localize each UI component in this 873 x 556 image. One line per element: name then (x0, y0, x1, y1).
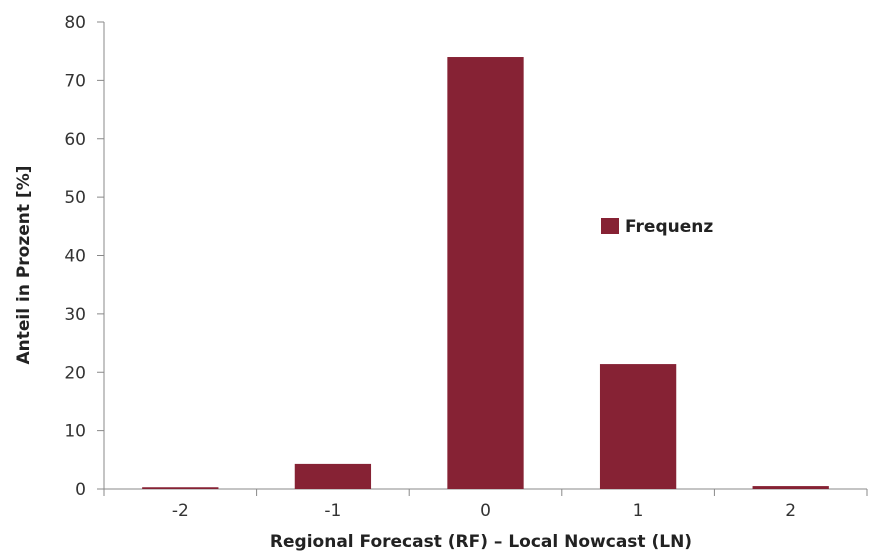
x-tick-label: 0 (480, 501, 491, 521)
y-tick-label: 0 (75, 480, 86, 500)
x-tick-label: 1 (633, 501, 644, 521)
legend: Frequenz (601, 217, 713, 237)
x-tick-label: 2 (785, 501, 796, 521)
y-tick-label: 50 (64, 188, 86, 208)
y-tick-label: 30 (64, 305, 86, 325)
bar (599, 364, 677, 489)
y-tick-label: 20 (64, 363, 86, 383)
x-tick-label: -2 (172, 501, 189, 521)
bar (752, 486, 829, 489)
y-tick-label: 80 (64, 13, 86, 33)
legend-swatch (601, 218, 619, 234)
y-axis-title: Anteil in Prozent [%] (14, 165, 34, 364)
y-tick-label: 40 (64, 247, 86, 267)
y-axis: 0 10 20 30 40 50 60 70 80 (64, 13, 105, 500)
x-tick-label: -1 (324, 501, 341, 521)
x-axis-title: Regional Forecast (RF) – Local Nowcast (… (270, 532, 692, 552)
bars (142, 57, 829, 490)
bar (447, 57, 524, 490)
y-tick-label: 60 (64, 130, 86, 150)
bar (294, 463, 372, 489)
x-axis: -2 -1 0 1 2 (103, 488, 868, 521)
y-tick-label: 10 (64, 422, 86, 442)
bar (142, 487, 219, 489)
legend-label: Frequenz (625, 217, 713, 237)
y-tick-label: 70 (64, 71, 86, 91)
